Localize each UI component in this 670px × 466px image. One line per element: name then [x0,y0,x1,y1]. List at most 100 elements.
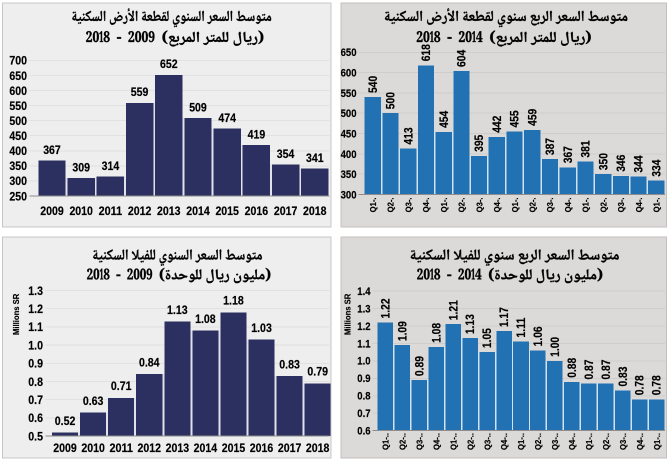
svg-text:Q1-..: Q1-.. [584,433,594,450]
svg-text:Q4-..: Q4-.. [635,433,645,450]
svg-text:1.00: 1.00 [549,336,562,356]
svg-text:2016: 2016 [245,204,269,218]
svg-text:Q4-.: Q4-. [634,198,644,213]
svg-text:350: 350 [341,169,357,181]
svg-text:Q1-..: Q1-.. [516,433,526,450]
svg-text:2016: 2016 [250,441,274,455]
svg-text:1.1: 1.1 [357,338,370,350]
svg-text:0.83: 0.83 [617,366,630,386]
svg-text:367: 367 [562,146,575,163]
svg-text:2015: 2015 [222,441,246,455]
svg-text:300: 300 [9,174,27,188]
svg-text:1.17: 1.17 [498,307,511,327]
svg-text:2012: 2012 [138,441,162,455]
svg-text:455: 455 [509,110,522,128]
svg-text:400: 400 [341,149,357,161]
svg-text:Q2-..: Q2-.. [465,433,475,450]
svg-text:350: 350 [597,153,610,171]
svg-text:459: 459 [526,108,539,126]
svg-text:0.9: 0.9 [28,357,43,371]
svg-text:Q3-.: Q3-. [474,198,484,213]
svg-text:1.18: 1.18 [223,294,244,308]
svg-text:604: 604 [456,49,469,67]
svg-text:540: 540 [367,75,380,93]
svg-text:344: 344 [633,155,646,173]
svg-text:600: 600 [341,68,357,80]
svg-text:1.3: 1.3 [357,303,370,315]
svg-text:Millions SR: Millions SR [11,293,21,335]
svg-text:Q3-.: Q3-. [616,198,626,213]
svg-text:300: 300 [341,189,357,201]
svg-text:Q1-..: Q1-.. [448,433,458,450]
svg-text:Q1-.: Q1-. [581,198,591,213]
svg-text:Q4-.: Q4-. [563,198,573,213]
svg-text:1.2: 1.2 [28,302,43,316]
svg-text:2015: 2015 [215,204,239,218]
svg-text:1.0: 1.0 [357,356,370,368]
svg-text:1.13: 1.13 [464,314,477,334]
svg-text:500: 500 [341,108,357,120]
svg-text:1.08: 1.08 [430,322,443,342]
svg-text:0.52: 0.52 [55,414,76,428]
svg-text:0.6: 0.6 [357,426,370,438]
svg-text:Q3-..: Q3-.. [482,433,492,450]
svg-text:0.63: 0.63 [83,394,104,408]
svg-text:700: 700 [9,54,27,68]
svg-text:550: 550 [341,88,357,100]
svg-text:2011: 2011 [99,204,123,218]
svg-text:442: 442 [491,115,504,133]
svg-text:2010: 2010 [81,441,105,455]
svg-text:0.7: 0.7 [357,408,370,420]
svg-text:550: 550 [9,99,27,113]
svg-text:0.8: 0.8 [357,391,370,403]
svg-text:474: 474 [218,111,236,125]
svg-text:0.6: 0.6 [28,411,43,425]
svg-text:509: 509 [189,100,207,114]
svg-text:334: 334 [650,159,663,177]
svg-text:Q1-.: Q1-. [510,198,520,213]
svg-text:0.79: 0.79 [307,365,328,379]
svg-text:367: 367 [43,143,61,157]
svg-text:2014: 2014 [194,441,218,455]
svg-text:Q4-..: Q4-.. [431,433,441,450]
svg-text:1.0: 1.0 [28,338,43,352]
svg-text:Q1-.: Q1-. [368,198,378,213]
svg-text:Q3-..: Q3-.. [414,433,424,450]
svg-text:1.11: 1.11 [515,317,528,337]
svg-text:2017: 2017 [278,441,302,455]
svg-text:1.2: 1.2 [357,321,370,333]
svg-text:Q2-.: Q2-. [386,198,396,213]
svg-text:395: 395 [473,134,486,152]
svg-text:0.8: 0.8 [28,375,43,389]
svg-text:1.06: 1.06 [532,326,545,346]
svg-text:454: 454 [438,110,451,128]
svg-text:1.4: 1.4 [357,286,370,298]
svg-text:1.05: 1.05 [481,328,494,348]
svg-text:0.5: 0.5 [28,429,43,443]
svg-text:2017: 2017 [274,204,298,218]
svg-text:2009: 2009 [53,441,77,455]
svg-text:Q1-..: Q1-.. [381,433,391,450]
svg-text:1.08: 1.08 [195,312,216,326]
svg-text:2009: 2009 [40,204,64,218]
svg-text:2014: 2014 [186,204,210,218]
svg-text:650: 650 [9,69,27,83]
svg-text:2013: 2013 [157,204,181,218]
svg-text:0.78: 0.78 [634,375,647,395]
svg-text:1.1: 1.1 [28,320,43,334]
svg-text:1.09: 1.09 [396,321,409,341]
svg-text:0.7: 0.7 [28,393,43,407]
svg-text:Q2-..: Q2-.. [398,433,408,450]
svg-text:1.03: 1.03 [251,321,272,335]
svg-text:400: 400 [9,144,27,158]
svg-text:1.22: 1.22 [379,298,392,318]
svg-text:Q4-.: Q4-. [492,198,502,213]
svg-text:2013: 2013 [166,441,190,455]
svg-text:350: 350 [9,159,27,173]
svg-text:450: 450 [9,129,27,143]
svg-text:Q4-.: Q4-. [421,198,431,213]
svg-text:Q3-.: Q3-. [403,198,413,213]
svg-text:Q4-..: Q4-.. [499,433,509,450]
svg-text:Q3-..: Q3-.. [618,433,628,450]
svg-text:450: 450 [341,128,357,140]
